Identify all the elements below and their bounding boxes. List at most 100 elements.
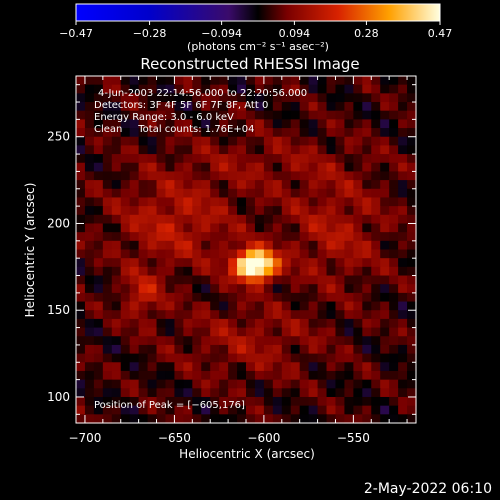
heatmap-cell xyxy=(228,396,238,407)
heatmap-cell xyxy=(174,405,184,415)
heatmap-cell xyxy=(344,370,354,381)
heatmap-cell xyxy=(84,336,95,346)
heatmap-cell xyxy=(147,275,158,285)
heatmap-cell xyxy=(228,136,238,147)
heatmap-cell xyxy=(93,119,104,129)
heatmap-cell xyxy=(111,162,122,173)
heatmap-cell xyxy=(156,110,167,120)
heatmap-cell xyxy=(344,318,354,329)
heatmap-cell xyxy=(84,240,95,251)
heatmap-cell xyxy=(362,119,372,129)
heatmap-cell xyxy=(192,336,202,346)
heatmap-cell xyxy=(129,223,140,233)
heatmap-cell xyxy=(398,379,408,389)
heatmap-cell xyxy=(254,93,265,103)
heatmap-cell xyxy=(290,223,301,233)
heatmap-cell xyxy=(210,388,220,398)
heatmap-cell xyxy=(147,353,158,363)
heatmap-cell xyxy=(76,370,86,381)
heatmap-cell xyxy=(219,84,229,94)
heatmap-cell xyxy=(389,370,399,381)
heatmap-cell xyxy=(362,327,372,337)
heatmap-cell xyxy=(281,414,292,424)
heatmap-cell xyxy=(192,93,202,103)
heatmap-cell xyxy=(174,232,184,242)
heatmap-cell xyxy=(174,206,184,216)
heatmap-cell xyxy=(263,396,274,407)
heatmap-cell xyxy=(344,249,354,259)
heatmap-cell xyxy=(129,154,140,164)
heatmap-cell xyxy=(407,414,417,424)
heatmap-cell xyxy=(138,318,149,329)
heatmap-cell xyxy=(308,154,319,164)
heatmap-cell xyxy=(254,344,265,355)
heatmap-cell xyxy=(246,353,256,363)
heatmap-cell xyxy=(362,344,372,355)
heatmap-cell xyxy=(317,249,328,259)
heatmap-cell xyxy=(380,180,390,190)
heatmap-cell xyxy=(76,379,86,389)
heatmap-cell xyxy=(165,318,176,329)
heatmap-cell xyxy=(281,379,292,389)
heatmap-cell xyxy=(263,301,274,311)
heatmap-cell xyxy=(237,136,247,147)
heatmap-cell xyxy=(263,275,274,285)
heatmap-cell xyxy=(102,188,113,199)
heatmap-cell xyxy=(210,145,220,155)
heatmap-cell xyxy=(183,84,193,94)
heatmap-cell xyxy=(389,336,399,346)
heatmap-cell xyxy=(254,353,265,363)
heatmap-cell xyxy=(263,405,274,415)
heatmap-cell xyxy=(272,119,283,129)
heatmap-cell xyxy=(246,336,256,346)
heatmap-cell xyxy=(344,240,354,251)
heatmap-cell xyxy=(138,162,149,173)
heatmap-cell xyxy=(201,188,211,199)
heatmap-cell xyxy=(201,405,211,415)
colorbar-tick-label: 0.47 xyxy=(428,27,453,40)
heatmap-cell xyxy=(111,310,122,320)
heatmap-cell xyxy=(290,145,301,155)
heatmap-cell xyxy=(263,119,274,129)
heatmap-cell xyxy=(102,318,113,329)
heatmap-cell xyxy=(147,128,158,138)
heatmap-cell xyxy=(281,110,292,120)
heatmap-cell xyxy=(138,396,149,407)
heatmap-cell xyxy=(76,154,86,164)
heatmap-cell xyxy=(335,206,346,216)
heatmap-cell xyxy=(84,388,95,398)
heatmap-cell xyxy=(407,379,417,389)
heatmap-cell xyxy=(129,284,140,294)
heatmap-cell xyxy=(407,284,417,294)
heatmap-cell xyxy=(228,379,238,389)
heatmap-cell xyxy=(398,275,408,285)
heatmap-cell xyxy=(398,240,408,251)
heatmap-cell xyxy=(362,180,372,190)
heatmap-cell xyxy=(389,414,399,424)
heatmap-cell xyxy=(344,128,354,138)
heatmap-cell xyxy=(371,197,381,207)
heatmap-cell xyxy=(138,128,149,138)
heatmap-cell xyxy=(246,284,256,294)
heatmap-cell xyxy=(111,84,122,94)
y-tick-label: 200 xyxy=(47,216,70,230)
heatmap-cell xyxy=(147,379,158,389)
annotation-time-range: 4-Jun-2003 22:14:56.000 to 22:20:56.000 xyxy=(98,88,307,99)
heatmap-cell xyxy=(326,206,337,216)
heatmap-cell xyxy=(389,353,399,363)
heatmap-cell xyxy=(219,318,229,329)
heatmap-cell xyxy=(246,206,256,216)
heatmap-cell xyxy=(129,249,140,259)
annotation-energy-range: Energy Range: 3.0 - 6.0 keV xyxy=(94,112,234,123)
heatmap-cell xyxy=(111,284,122,294)
heatmap-cell xyxy=(272,336,283,346)
heatmap-cell xyxy=(317,353,328,363)
heatmap-cell xyxy=(263,379,274,389)
heatmap-cell xyxy=(281,232,292,242)
heatmap-cell xyxy=(237,405,247,415)
heatmap-cell xyxy=(76,240,86,251)
heatmap-cell xyxy=(290,310,301,320)
heatmap-cell xyxy=(183,76,193,86)
heatmap-cell xyxy=(246,405,256,415)
heatmap-cell xyxy=(290,102,301,112)
